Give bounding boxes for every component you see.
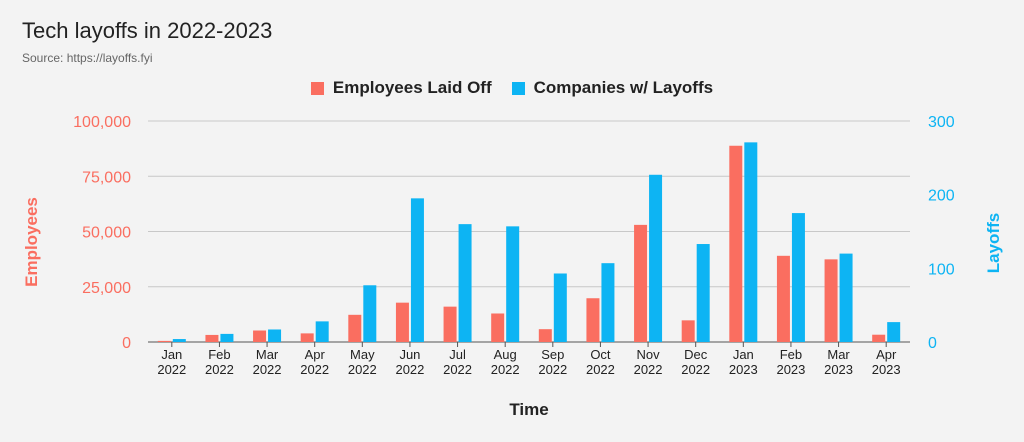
- bar-companies: [839, 253, 853, 342]
- x-tick-label-month: Mar: [827, 347, 850, 362]
- x-tick-label-year: 2023: [872, 362, 901, 377]
- bar-employees: [395, 302, 409, 342]
- bar-employees: [491, 313, 505, 342]
- x-tick-label-month: Nov: [637, 347, 661, 362]
- bar-employees: [443, 306, 457, 342]
- bar-employees: [634, 224, 648, 342]
- y-tick-label-right: 300: [928, 114, 955, 131]
- x-tick-label-year: 2022: [253, 362, 282, 377]
- x-tick-label-month: Feb: [780, 347, 802, 362]
- x-tick-label-year: 2022: [443, 362, 472, 377]
- bar-companies: [601, 263, 615, 342]
- bar-companies: [744, 142, 758, 342]
- bar-employees: [253, 330, 267, 342]
- x-tick-label-year: 2023: [776, 362, 805, 377]
- legend-swatch-companies: [511, 81, 525, 95]
- x-tick-label-month: May: [350, 347, 375, 362]
- x-tick-label-year: 2022: [538, 362, 567, 377]
- y-axis-title-left: Employees: [22, 197, 41, 287]
- bar-companies: [553, 273, 567, 342]
- bar-employees: [586, 298, 600, 342]
- x-tick-label-year: 2022: [681, 362, 710, 377]
- y-axis-title-right: Layoffs: [984, 213, 1003, 273]
- bar-companies: [268, 329, 282, 342]
- y-tick-label-left: 100,000: [73, 114, 131, 131]
- y-tick-label-right: 200: [928, 188, 955, 205]
- x-tick-label-month: Jul: [449, 347, 466, 362]
- x-tick-label-month: Sep: [541, 347, 564, 362]
- bar-employees: [872, 334, 886, 342]
- bar-companies: [410, 198, 424, 342]
- x-tick-label-year: 2022: [634, 362, 663, 377]
- y-tick-label-right: 100: [928, 261, 955, 278]
- x-axis-title: Time: [509, 400, 548, 419]
- bar-employees: [681, 320, 695, 342]
- bar-companies: [649, 174, 663, 342]
- x-tick-label-year: 2023: [729, 362, 758, 377]
- y-tick-label-left: 0: [122, 335, 131, 352]
- bar-companies: [315, 321, 329, 342]
- legend: Employees Laid Off Companies w/ Layoffs: [0, 78, 1024, 98]
- y-tick-label-left: 25,000: [82, 280, 131, 297]
- x-tick-label-month: Oct: [590, 347, 611, 362]
- x-tick-label-month: Jan: [161, 347, 182, 362]
- x-tick-label-year: 2022: [586, 362, 615, 377]
- bar-employees: [205, 334, 219, 342]
- x-tick-label-month: Feb: [208, 347, 230, 362]
- x-tick-label-year: 2023: [824, 362, 853, 377]
- y-tick-label-right: 0: [928, 335, 937, 352]
- chart-title: Tech layoffs in 2022-2023: [22, 18, 273, 43]
- bar-companies: [791, 213, 805, 342]
- bar-employees: [300, 333, 314, 342]
- chart-source: Source: https://layoffs.fyi: [22, 51, 153, 65]
- x-tick-label-month: Apr: [876, 347, 897, 362]
- legend-item-companies[interactable]: Companies w/ Layoffs: [511, 78, 714, 98]
- x-tick-label-month: Jun: [399, 347, 420, 362]
- legend-item-employees[interactable]: Employees Laid Off: [310, 78, 492, 98]
- bar-companies: [220, 333, 234, 342]
- x-tick-label-month: Dec: [684, 347, 708, 362]
- x-tick-label-year: 2022: [157, 362, 186, 377]
- bar-companies: [363, 285, 377, 342]
- x-tick-label-year: 2022: [300, 362, 329, 377]
- x-tick-label-year: 2022: [395, 362, 424, 377]
- x-tick-label-year: 2022: [491, 362, 520, 377]
- bar-employees: [538, 329, 552, 342]
- x-tick-label-month: Aug: [494, 347, 517, 362]
- legend-label-employees: Employees Laid Off: [332, 78, 492, 97]
- bar-employees: [776, 255, 790, 342]
- y-tick-label-left: 50,000: [82, 225, 131, 242]
- bar-companies: [458, 224, 472, 342]
- x-tick-label-month: Apr: [305, 347, 326, 362]
- bar-employees: [824, 259, 838, 342]
- bar-companies: [506, 226, 520, 342]
- legend-swatch-employees: [310, 81, 324, 95]
- bar-companies: [172, 339, 186, 342]
- y-tick-label-left: 75,000: [82, 169, 131, 186]
- x-tick-label-year: 2022: [348, 362, 377, 377]
- x-tick-label-month: Jan: [733, 347, 754, 362]
- bar-companies: [696, 244, 710, 342]
- bar-companies: [887, 322, 901, 342]
- x-tick-label-year: 2022: [205, 362, 234, 377]
- bar-employees: [729, 145, 743, 342]
- bar-employees: [157, 340, 171, 342]
- legend-label-companies: Companies w/ Layoffs: [533, 78, 714, 97]
- bar-employees: [348, 314, 362, 342]
- x-tick-label-month: Mar: [256, 347, 279, 362]
